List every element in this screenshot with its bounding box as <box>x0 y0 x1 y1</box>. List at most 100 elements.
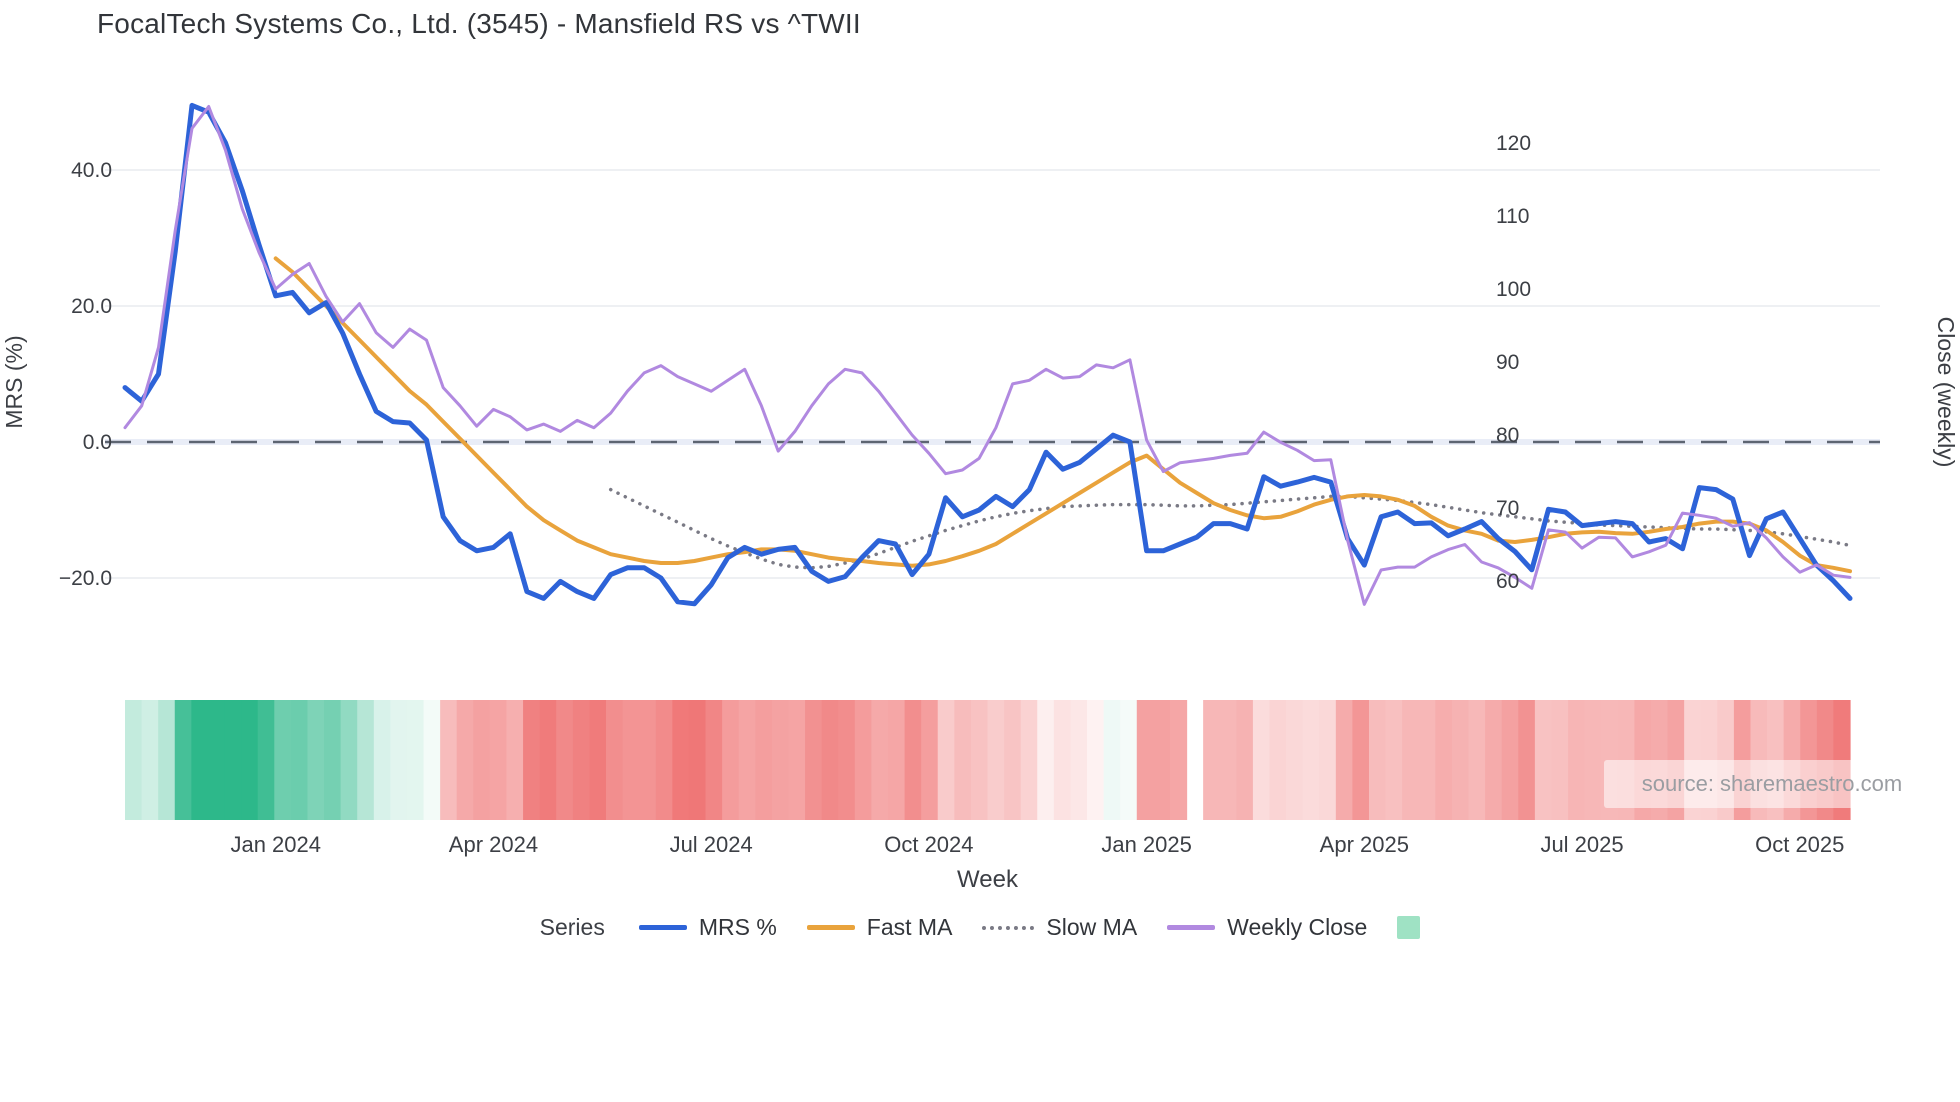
x-axis-tick-label: Jul 2024 <box>670 832 753 857</box>
heat-strip-cell <box>655 700 673 820</box>
series-line-weekly-close <box>123 105 1852 606</box>
legend-item-weekly-close[interactable]: Weekly Close <box>1167 914 1367 941</box>
heat-strip-cell <box>390 700 408 820</box>
right-axis-tick-label: 120 <box>1496 132 1531 155</box>
heat-strip-cell <box>257 700 275 820</box>
heat-strip-cell <box>241 700 259 820</box>
x-axis-tick-label: Oct 2025 <box>1755 832 1844 857</box>
heat-strip-cell <box>357 700 375 820</box>
left-axis-tick-label: 0.0 <box>83 431 112 454</box>
dotted-line-swatch-icon <box>982 925 1035 930</box>
heat-strip-cell <box>506 700 524 820</box>
line-swatch-icon <box>638 925 687 930</box>
heat-strip-cell <box>125 700 143 820</box>
heat-strip-cell <box>688 700 707 820</box>
heat-strip-cell <box>1070 700 1088 820</box>
legend-item-heat-strip[interactable] <box>1397 916 1421 939</box>
heat-strip-cell <box>572 700 591 820</box>
heat-strip-cell <box>141 700 159 820</box>
left-axis-title: MRS (%) <box>1 335 27 429</box>
heat-strip-cell <box>1286 700 1304 820</box>
heat-strip-cell <box>1269 700 1287 820</box>
heat-strip-cell <box>473 700 491 820</box>
heat-strip-cell <box>954 700 972 820</box>
heat-strip-cell <box>788 700 806 820</box>
right-axis-title: Close (weekly) <box>1933 316 1959 468</box>
heat-strip-cell <box>1352 700 1370 820</box>
heat-strip-cell <box>887 700 906 820</box>
heat-strip-cell <box>1252 700 1271 820</box>
heat-strip-cell <box>1418 700 1436 820</box>
heat-strip-cell <box>838 700 856 820</box>
heat-strip-cell <box>639 700 657 820</box>
series-line-slow-ma <box>608 487 1852 570</box>
legend: Series MRS % Fast MA Slow MA Weekly Close <box>0 914 1960 941</box>
heat-strip-cell <box>423 700 441 820</box>
chart-title: FocalTech Systems Co., Ltd. (3545) - Man… <box>97 8 861 39</box>
heat-strip-cell <box>1534 700 1553 820</box>
heat-strip-cell <box>1103 700 1121 820</box>
legend-item-slow-ma[interactable]: Slow MA <box>982 914 1137 941</box>
heat-strip-cell <box>722 700 740 820</box>
heat-strip-cell <box>854 700 872 820</box>
heat-strip-cell <box>224 700 242 820</box>
heat-strip-cell <box>1485 700 1503 820</box>
heat-strip-cell <box>489 700 508 820</box>
legend-item-mrs-[interactable]: MRS % <box>638 914 777 941</box>
heat-strip-cell <box>755 700 773 820</box>
legend-item-label: MRS % <box>698 914 777 940</box>
heat-strip-cell <box>937 700 955 820</box>
legend-item-fast-ma[interactable]: Fast MA <box>806 914 953 941</box>
heat-strip-cell <box>921 700 939 820</box>
left-axis-tick-label: 40.0 <box>71 159 112 182</box>
heat-strip-cell <box>589 700 607 820</box>
watermark: source: sharemaestro.com <box>1604 760 1940 808</box>
x-axis-title: Week <box>957 866 1018 893</box>
heat-strip-cell <box>904 700 922 820</box>
right-axis-tick-label: 80 <box>1496 424 1519 447</box>
left-axis-tick-label: −20.0 <box>59 567 112 590</box>
heat-strip-cell <box>207 700 226 820</box>
heat-strip-cell <box>324 700 342 820</box>
heat-strip-cell <box>1451 700 1470 820</box>
heat-strip-cell <box>556 700 574 820</box>
heat-strip-cell <box>1203 700 1221 820</box>
heat-strip-cell <box>672 700 690 820</box>
heat-strip-cell <box>340 700 358 820</box>
heat-strip-cell <box>440 700 458 820</box>
heat-strip-cell <box>805 700 823 820</box>
x-axis-tick-label: Jan 2025 <box>1101 832 1192 857</box>
x-axis-tick-label: Apr 2024 <box>449 832 538 857</box>
heat-strip-cell <box>987 700 1005 820</box>
heat-strip-cell <box>1169 700 1188 820</box>
heat-strip-cell <box>705 700 723 820</box>
heat-strip-cell <box>970 700 989 820</box>
x-axis-tick-label: Oct 2024 <box>884 832 973 857</box>
heat-strip-cell <box>1435 700 1453 820</box>
left-axis-tick-label: 20.0 <box>71 295 112 318</box>
heat-strip-cell <box>1319 700 1337 820</box>
heat-strip-cell <box>158 700 176 820</box>
legend-item-label: Fast MA <box>866 914 953 940</box>
heat-strip-cell <box>1551 700 1569 820</box>
right-axis-tick-label: 100 <box>1496 278 1531 301</box>
series-line-fast-ma <box>273 256 1852 574</box>
heat-strip-cell <box>406 700 425 820</box>
heat-strip-cell <box>1037 700 1055 820</box>
heat-strip-cell <box>821 700 839 820</box>
legend-item-label: Slow MA <box>1046 914 1138 940</box>
heat-strip-cell <box>1518 700 1536 820</box>
heat-strip-cell <box>1584 700 1602 820</box>
series-line-mrs- <box>122 102 1853 607</box>
heat-strip-cell <box>1087 700 1105 820</box>
legend-item-label: Weekly Close <box>1227 914 1368 940</box>
x-axis-tick-label: Jul 2025 <box>1540 832 1623 857</box>
square-swatch-icon <box>1397 916 1421 939</box>
heat-strip-cell <box>1020 700 1038 820</box>
right-axis-tick-label: 110 <box>1496 205 1529 228</box>
heat-strip-cell <box>191 700 209 820</box>
heat-strip-cell <box>373 700 391 820</box>
right-axis-tick-label: 60 <box>1496 570 1519 593</box>
